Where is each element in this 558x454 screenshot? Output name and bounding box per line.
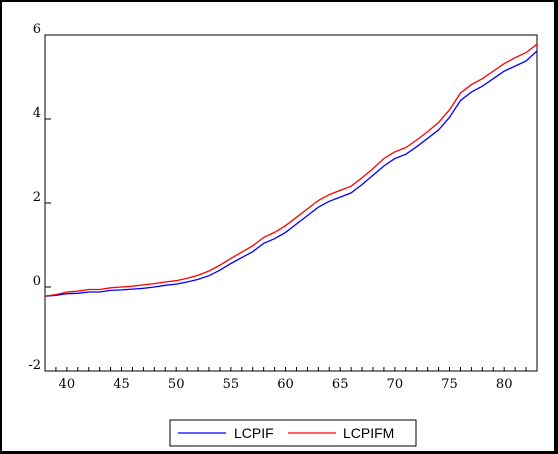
x-tick-label: 45 (113, 377, 130, 392)
y-tick-label: -2 (28, 358, 41, 373)
y-tick-label: 4 (33, 106, 41, 121)
x-tick-label: 80 (496, 377, 513, 392)
series-lines (44, 43, 538, 297)
legend-label-lcpifm: LCPIFM (343, 425, 394, 441)
x-tick-label: 65 (332, 377, 349, 392)
legend: LCPIF LCPIFM (169, 419, 417, 447)
x-tick-label: 75 (441, 377, 458, 392)
x-tick-label: 50 (168, 377, 185, 392)
x-axis-ticks: 40 45 50 55 60 65 70 75 80 (44, 367, 538, 392)
y-tick-label: 2 (33, 190, 41, 205)
x-tick-label: 40 (59, 377, 76, 392)
x-tick-label: 60 (277, 377, 294, 392)
x-tick-label: 55 (223, 377, 240, 392)
series-line-lcpifm (44, 43, 538, 297)
series-line-lcpif (44, 50, 538, 297)
y-tick-label: 6 (33, 22, 41, 37)
x-tick-label: 70 (387, 377, 404, 392)
y-tick-label: 0 (33, 274, 41, 289)
y-axis-ticks: -2 0 2 4 6 (28, 22, 51, 373)
legend-label-lcpif: LCPIF (234, 425, 274, 441)
plot-area (44, 34, 538, 372)
